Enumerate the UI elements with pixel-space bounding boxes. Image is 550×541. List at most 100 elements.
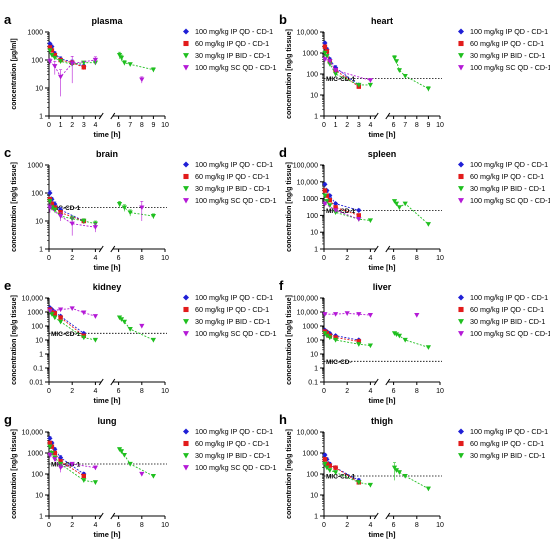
data-point (49, 52, 55, 58)
legend: 100 mg/kg IP QD - CD-1 60 mg/kg IP QD - C… (183, 160, 276, 205)
legend: 100 mg/kg IP QD - CD-1 60 mg/kg IP QD - C… (458, 160, 550, 205)
data-point (47, 435, 53, 441)
data-point (402, 201, 408, 207)
data-point (92, 337, 98, 343)
y-tick-label: 0.01 (29, 380, 43, 387)
x-tick-label: 2 (345, 522, 349, 529)
legend-marker (458, 428, 464, 435)
axis-break-mark (110, 378, 116, 386)
y-tick-label: 1000 (27, 310, 43, 317)
x-tick-label: 9 (151, 122, 155, 129)
data-point (47, 190, 53, 196)
data-point (58, 315, 63, 320)
data-point (58, 59, 64, 64)
x-tick-label: 6 (117, 522, 121, 529)
x-tick-label: 1 (334, 122, 338, 129)
data-point (402, 473, 408, 479)
data-point (356, 207, 362, 213)
x-tick-label: 10 (436, 122, 444, 129)
data-point (127, 210, 133, 216)
series (322, 311, 420, 318)
data-point (47, 59, 53, 64)
legend-marker (458, 453, 464, 459)
axes (48, 165, 165, 253)
data-point (322, 201, 328, 207)
data-point (322, 40, 328, 46)
legend-label: 60 mg/kg IP QD - CD-1 (470, 305, 544, 314)
data-point (402, 73, 408, 79)
x-tick-label: 4 (93, 522, 97, 529)
y-axis-label: concentration [ng/g tissue] (11, 295, 18, 385)
panel-d: d spleen 1 10 100 1000 10,000 100,000 0 2 4 6 8 10 tim… (279, 145, 550, 272)
y-tick-label: 10,000 (22, 430, 44, 437)
data-point (425, 222, 431, 227)
x-axis-label: time [h] (368, 530, 396, 539)
legend-label: 100 mg/kg IP QD - CD-1 (470, 293, 548, 302)
data-point (150, 337, 156, 343)
data-point (425, 345, 431, 350)
series (47, 306, 145, 329)
legend-label: 100 mg/kg SC QD - CD-1 (195, 63, 276, 72)
data-point (52, 207, 58, 213)
panel-e: e kidney 0.01 0.1 1 10 100 1000 10,000 0 2 4 6 8 10 tim… (4, 278, 276, 405)
chart-title: heart (371, 16, 393, 26)
data-point (116, 202, 123, 207)
legend: 100 mg/kg IP QD - CD-1 60 mg/kg IP QD - C… (183, 27, 276, 72)
legend-marker (458, 186, 464, 192)
mic-label: MIC-CD-1 (51, 205, 81, 212)
legend-label: 30 mg/kg IP BID - CD-1 (195, 51, 270, 60)
panel-letter: b (279, 12, 287, 27)
series (322, 461, 431, 492)
y-tick-label: 10 (310, 93, 318, 100)
data-point (367, 343, 373, 349)
legend-label: 60 mg/kg IP QD - CD-1 (195, 305, 269, 314)
data-point (52, 457, 58, 462)
data-point (127, 461, 133, 467)
axis-break-mark (373, 512, 379, 520)
y-tick-label: 100 (306, 338, 318, 345)
legend-marker (458, 28, 464, 35)
series-line (324, 454, 360, 481)
panel-letter: f (279, 278, 284, 293)
x-tick-label: 8 (140, 255, 144, 262)
data-point (333, 312, 339, 317)
legend-label: 30 mg/kg IP BID - CD-1 (470, 184, 545, 193)
y-tick-label: 10 (35, 493, 43, 500)
y-tick-label: 10,000 (297, 430, 319, 437)
y-tick-label: 1000 (302, 51, 318, 58)
x-tick-label: 8 (415, 122, 419, 129)
x-tick-label: 4 (93, 255, 97, 262)
data-point (322, 50, 328, 56)
data-point (322, 193, 328, 199)
data-point (367, 82, 373, 88)
x-axis-label: time [h] (368, 130, 396, 139)
legend-marker (183, 319, 189, 325)
x-tick-label: 10 (161, 122, 169, 129)
x-axis-label: time [h] (93, 530, 121, 539)
axis-break-mark (110, 112, 116, 120)
x-tick-label: 7 (128, 122, 132, 129)
legend-marker (183, 65, 189, 71)
data-point (396, 205, 402, 210)
x-tick-label: 2 (345, 388, 349, 395)
data-point (356, 213, 362, 218)
y-tick-label: 1 (39, 114, 43, 121)
y-axis-label: concentration [ng/g tissue] (11, 429, 18, 519)
series (47, 201, 145, 236)
series (322, 57, 373, 83)
data-point (393, 468, 400, 473)
legend-marker (458, 319, 464, 325)
data-point (402, 337, 408, 343)
data-point (425, 86, 431, 92)
y-tick-label: 100 (31, 472, 43, 479)
y-tick-label: 1 (314, 514, 318, 521)
legend-label: 60 mg/kg IP QD - CD-1 (470, 172, 544, 181)
legend-label: 60 mg/kg IP QD - CD-1 (470, 439, 544, 448)
y-tick-label: 10 (310, 493, 318, 500)
data-point (356, 82, 362, 88)
data-point (47, 48, 53, 54)
data-point (47, 444, 53, 450)
data-point (393, 201, 400, 207)
x-tick-label: 10 (436, 522, 444, 529)
